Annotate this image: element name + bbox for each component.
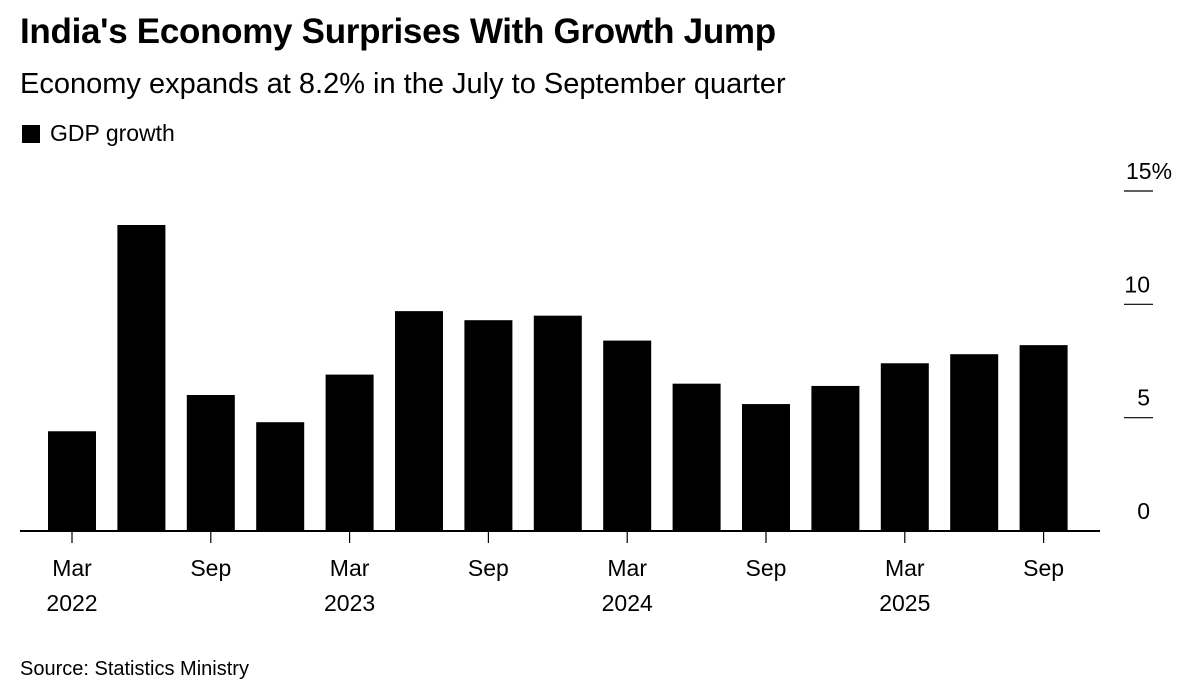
y-tick-label: 5 [1137, 385, 1150, 411]
x-tick-label-year: 2025 [879, 590, 930, 616]
x-tick-label-month: Sep [190, 555, 231, 581]
bar-jun-2023 [395, 311, 443, 531]
x-tick-label-year: 2022 [46, 590, 97, 616]
bar-sep-2024 [742, 404, 790, 531]
x-tick-label-month: Mar [330, 555, 370, 581]
bar-sep-2022 [186, 395, 235, 531]
x-tick-label-month: Sep [1023, 555, 1064, 581]
y-tick-label: 10 [1124, 271, 1150, 297]
y-tick-label: 15% [1126, 158, 1172, 184]
bar-mar-2024 [603, 340, 652, 531]
bar-jun-2022 [117, 225, 166, 531]
x-tick-label-year: 2024 [602, 590, 653, 616]
source-note: Source: Statistics Ministry [20, 658, 249, 680]
x-tick-label-month: Mar [885, 555, 925, 581]
x-tick-label-year: 2023 [324, 590, 375, 616]
bar-sep-2023 [464, 320, 513, 531]
legend-swatch-gdp-growth [22, 124, 40, 143]
bars-group [48, 225, 1068, 531]
chart-subtitle: Economy expands at 8.2% in the July to S… [20, 68, 786, 100]
bar-dec-2023 [533, 315, 582, 531]
x-tick-label-month: Sep [468, 555, 509, 581]
chart-title: India's Economy Surprises With Growth Ju… [20, 12, 776, 51]
legend: GDP growth [22, 120, 175, 147]
bar-dec-2022 [256, 422, 305, 531]
bar-sep-2025 [1019, 345, 1068, 531]
x-tick-label-month: Sep [746, 555, 787, 581]
bar-jun-2024 [672, 383, 721, 531]
y-axis: 0 5 10 15% [1124, 158, 1172, 524]
x-tick-label-month: Mar [52, 555, 92, 581]
x-axis: Mar 2022 Sep Mar 2023 Sep Mar 2024 Sep Mar 2025 Sep [20, 530, 1100, 616]
bar-dec-2024 [811, 385, 860, 531]
bar-mar-2022 [48, 431, 96, 531]
x-tick-label-month: Mar [607, 555, 647, 581]
y-tick-label: 0 [1137, 498, 1150, 524]
bar-mar-2025 [880, 363, 929, 531]
bar-jun-2025 [950, 354, 999, 531]
legend-label-gdp-growth: GDP growth [50, 120, 175, 146]
bar-mar-2023 [325, 374, 374, 531]
